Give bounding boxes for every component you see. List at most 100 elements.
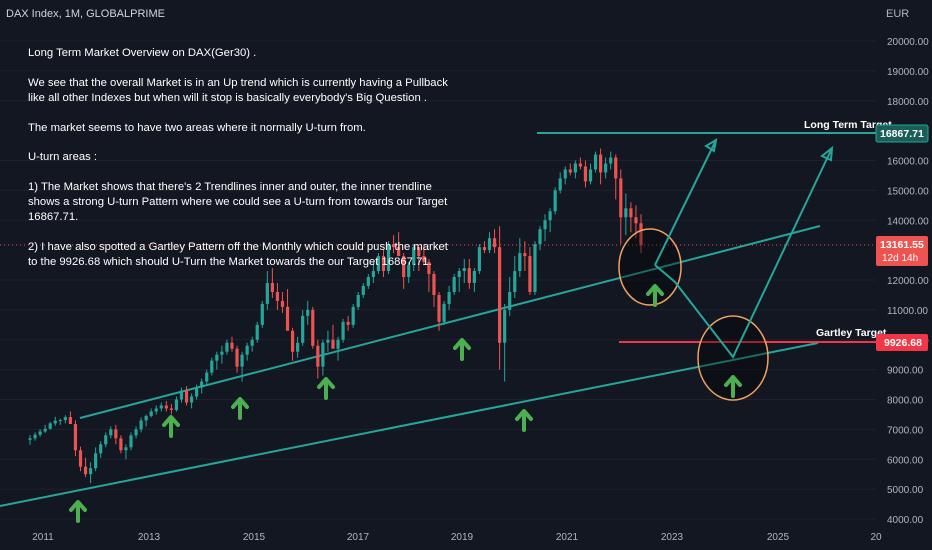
candle: [417, 247, 421, 272]
candle: [124, 444, 128, 460]
candle: [144, 414, 148, 427]
candle: [336, 336, 340, 361]
currency-label: EUR: [886, 8, 910, 20]
candle: [280, 291, 285, 313]
candle: [558, 172, 562, 194]
current-price-tag-text: 13161.55: [880, 239, 924, 251]
candle: [391, 235, 396, 254]
candle: [78, 446, 83, 472]
y-tick-label: 14000.00: [887, 216, 929, 227]
candle: [482, 241, 487, 254]
candle: [528, 247, 532, 295]
candle: [341, 318, 345, 343]
candle: [639, 214, 643, 254]
x-tick-label: 2017: [347, 532, 370, 543]
candle: [94, 447, 98, 472]
candle: [548, 208, 552, 233]
candle: [114, 424, 118, 445]
candle: [119, 435, 123, 454]
candle: [487, 232, 492, 254]
candle: [159, 402, 163, 412]
inner-trendline: [79, 225, 821, 419]
y-tick-label: 18000.00: [887, 97, 929, 108]
candle: [184, 386, 189, 406]
candle: [523, 241, 527, 272]
uturn-zone-inner: [618, 228, 682, 306]
candle: [568, 163, 572, 176]
y-tick-label: 9000.00: [887, 366, 924, 377]
candle: [321, 339, 325, 376]
candle: [397, 232, 401, 257]
long-term-price-tag: 16867.71: [875, 124, 929, 143]
gartley-price-tag-text: 9926.68: [884, 337, 922, 349]
candle: [58, 418, 62, 425]
candle: [447, 285, 451, 310]
time-axis: 2011 2013 2015 2017 2019 2021 2023 2025 20: [32, 532, 882, 543]
candle: [149, 408, 153, 418]
candle: [356, 291, 360, 310]
note-paragraph: The market seems to have two areas where…: [28, 121, 366, 134]
y-tick-label: 6000.00: [887, 455, 924, 466]
candle: [366, 274, 370, 289]
candle: [437, 291, 441, 331]
candle: [472, 268, 476, 292]
y-tick-label: 11000.00: [887, 306, 928, 317]
candle: [210, 357, 214, 376]
candle: [200, 378, 204, 394]
candle: [442, 300, 446, 325]
y-tick-label: 12000.00: [887, 276, 929, 287]
candle: [477, 244, 482, 275]
note-paragraph: U-turn areas :: [28, 151, 98, 164]
candle: [174, 396, 179, 412]
candle: [195, 384, 199, 400]
candle: [63, 415, 67, 424]
bounce-arrows: [69, 284, 742, 523]
analysis-note: Long Term Market Overview on DAX(Ger30) …: [28, 46, 458, 270]
outer-trendline: [0, 342, 819, 507]
candle: [88, 462, 93, 484]
up-arrow-icon: [162, 415, 180, 438]
chart-symbol-header[interactable]: DAX Index, 1M, GLOBALPRIME: [6, 8, 165, 20]
candle: [306, 300, 310, 325]
y-tick-label: 7000.00: [887, 425, 924, 436]
candle: [609, 151, 613, 170]
up-arrow-icon: [317, 377, 335, 400]
current-price-tag: 13161.55 12d 14h: [876, 236, 928, 266]
candle: [573, 160, 577, 179]
note-paragraph: 1) The Market shows that there's 2 Trend…: [28, 181, 448, 223]
trendlines: [0, 132, 876, 507]
candle: [53, 416, 57, 426]
candle: [169, 403, 173, 415]
candle: [361, 282, 365, 298]
candle: [422, 244, 426, 266]
candle: [503, 303, 507, 382]
candle: [578, 157, 583, 170]
candle: [376, 253, 381, 275]
candle: [290, 327, 295, 361]
candle: [513, 256, 517, 298]
candle: [215, 351, 219, 370]
up-arrow-icon: [515, 409, 533, 432]
candle: [301, 309, 305, 346]
candle: [588, 163, 593, 185]
candle: [129, 432, 133, 451]
x-tick-label: 2013: [138, 532, 161, 543]
y-tick-label: 15000.00: [887, 186, 929, 197]
candle: [407, 262, 411, 283]
candle: [381, 250, 386, 278]
candle: [326, 330, 330, 352]
candle: [371, 262, 375, 283]
long-term-target-label: Long Term Target: [804, 119, 892, 131]
long-term-price-tag-text: 16867.71: [880, 128, 924, 140]
candle: [629, 202, 633, 233]
gartley-target-label: Gartley Target: [816, 327, 887, 339]
candle: [109, 426, 113, 439]
candle: [48, 421, 52, 430]
projection-shapes: [618, 138, 834, 401]
candle: [432, 271, 436, 307]
candle: [164, 400, 168, 412]
x-tick-label: 2021: [556, 532, 579, 543]
candle: [270, 268, 274, 298]
candle: [68, 411, 72, 424]
